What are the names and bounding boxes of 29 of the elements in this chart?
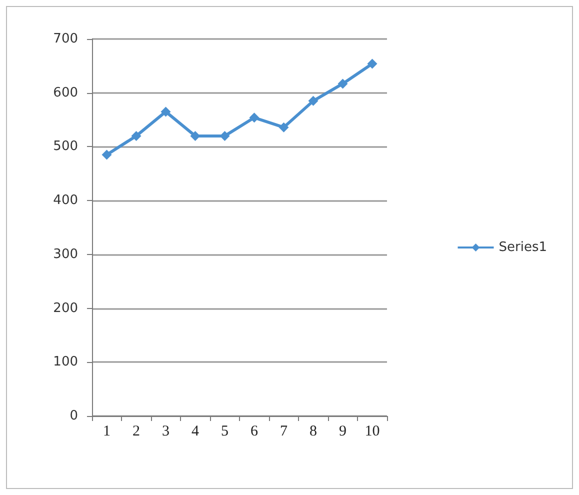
point	[278, 122, 289, 132]
x-tick-label: 3	[162, 424, 170, 440]
y-tick-label: 0	[70, 408, 78, 424]
y-tick-label: 400	[53, 193, 78, 208]
y-tick-label: 100	[53, 354, 78, 370]
x-tick-label: 10	[364, 424, 380, 440]
point	[160, 106, 171, 117]
y-tick-label: 300	[53, 246, 78, 262]
y-tick-label: 600	[53, 85, 78, 100]
y-tick-label: 500	[53, 139, 78, 154]
point	[308, 96, 318, 106]
x-tick-label: 6	[250, 424, 258, 440]
y-tick-label: 700	[53, 32, 78, 46]
point	[131, 130, 142, 141]
x-tick-label: 8	[310, 424, 317, 440]
x-tick-label: 2	[132, 424, 140, 440]
x-tick-label: 9	[339, 424, 346, 440]
y-tick-label: 200	[53, 300, 78, 316]
x-tick-label: 7	[280, 424, 288, 440]
point	[367, 58, 378, 69]
point	[338, 78, 348, 89]
x-tick-label: 1	[103, 424, 110, 440]
point	[220, 130, 230, 141]
point	[190, 130, 200, 141]
point	[102, 150, 112, 160]
legend-label: Series1	[498, 240, 547, 255]
x-tick-label: 4	[192, 424, 200, 440]
point	[249, 112, 260, 123]
x-tick-label: 5	[221, 424, 228, 440]
